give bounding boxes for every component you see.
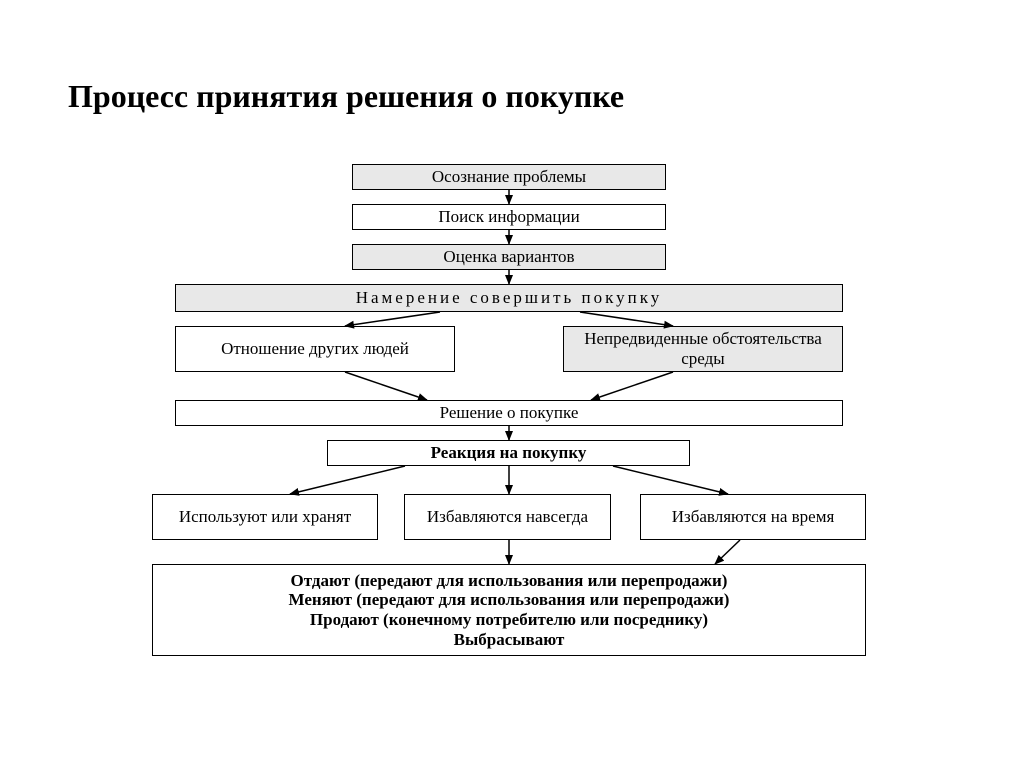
node-n2: Поиск информации [352,204,666,230]
node-n12-line: Выбрасывают [454,630,565,650]
edge-n11-n12 [715,540,740,564]
node-n6: Непредвиденные обстоятельства среды [563,326,843,372]
edge-n6-n7 [591,372,673,400]
node-n9: Используют или хранят [152,494,378,540]
edge-n4-n6 [580,312,673,326]
node-n7: Решение о покупке [175,400,843,426]
node-n3: Оценка вариантов [352,244,666,270]
node-n8: Реакция на покупку [327,440,690,466]
node-n12-line: Меняют (передают для использования или п… [289,590,730,610]
node-n11: Избавляются на время [640,494,866,540]
node-n12-line: Продают (конечному потребителю или посре… [310,610,708,630]
node-n10: Избавляются навсегда [404,494,611,540]
diagram-title: Процесс принятия решения о покупке [68,78,624,115]
edge-n8-n9 [290,466,405,494]
node-n4: Намерение совершить покупку [175,284,843,312]
node-n1: Осознание проблемы [352,164,666,190]
node-n12: Отдают (передают для использования или п… [152,564,866,656]
edge-n8-n11 [613,466,728,494]
node-n12-line: Отдают (передают для использования или п… [291,571,728,591]
edge-n4-n5 [345,312,440,326]
node-n5: Отношение других людей [175,326,455,372]
edge-n5-n7 [345,372,427,400]
